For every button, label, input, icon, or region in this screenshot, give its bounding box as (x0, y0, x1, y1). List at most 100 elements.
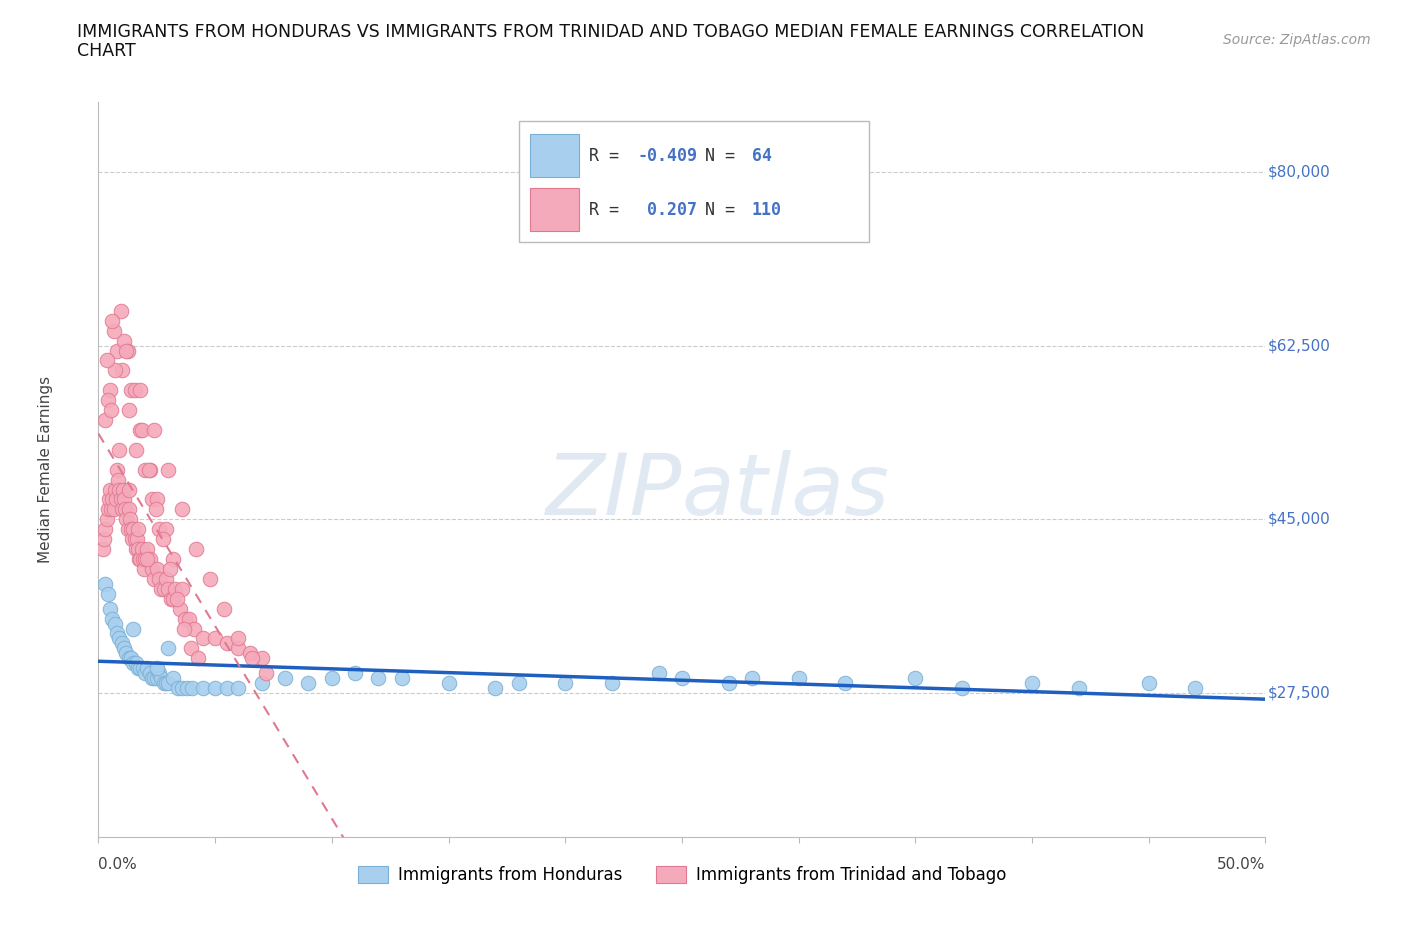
Point (1067, 681, 1090, 696)
Point (297, 676, 319, 691)
Text: Source: ZipAtlas.com: Source: ZipAtlas.com (1223, 33, 1371, 46)
Point (120, 522, 142, 537)
Point (111, 363, 134, 378)
Point (242, 651, 264, 666)
Point (129, 661, 152, 676)
Point (172, 681, 194, 696)
Point (97, 586, 120, 601)
Text: N =: N = (706, 201, 745, 219)
Point (98, 383, 121, 398)
Point (118, 651, 141, 666)
Point (172, 502, 194, 517)
Point (108, 631, 131, 645)
Point (134, 666, 156, 681)
FancyBboxPatch shape (519, 121, 869, 242)
Point (437, 676, 460, 691)
Point (391, 671, 413, 685)
Text: 64: 64 (752, 147, 772, 165)
Point (146, 492, 169, 507)
Point (204, 681, 226, 696)
Point (647, 666, 669, 681)
Text: IMMIGRANTS FROM HONDURAS VS IMMIGRANTS FROM TRINIDAD AND TOBAGO MEDIAN FEMALE EA: IMMIGRANTS FROM HONDURAS VS IMMIGRANTS F… (77, 23, 1144, 41)
Point (120, 383, 142, 398)
Point (91, 541, 114, 556)
Point (228, 681, 250, 696)
Point (256, 666, 278, 681)
Point (148, 522, 170, 537)
Point (98, 482, 121, 497)
Point (173, 621, 195, 636)
Point (110, 492, 132, 507)
Text: 0.0%: 0.0% (98, 857, 138, 871)
Point (138, 462, 160, 477)
Point (215, 681, 238, 696)
Point (101, 611, 124, 626)
Point (118, 482, 141, 497)
Point (250, 676, 273, 691)
Point (94, 522, 117, 537)
Point (132, 551, 155, 566)
Point (134, 551, 156, 566)
Point (141, 492, 163, 507)
Point (104, 363, 127, 378)
Point (200, 571, 222, 586)
Point (108, 482, 131, 497)
Point (127, 661, 149, 676)
Point (128, 551, 150, 566)
Point (97, 502, 120, 517)
Point (367, 671, 389, 685)
Point (107, 472, 129, 487)
Point (93, 532, 115, 547)
Text: $80,000: $80,000 (1268, 165, 1330, 179)
Point (165, 581, 187, 596)
Point (671, 671, 693, 685)
Point (112, 641, 135, 656)
Point (155, 676, 177, 691)
Point (141, 671, 163, 685)
Point (125, 541, 148, 556)
Point (104, 492, 127, 507)
Point (193, 631, 215, 645)
Point (111, 636, 134, 651)
Point (118, 403, 141, 418)
Point (155, 571, 177, 586)
Point (112, 492, 135, 507)
Point (125, 656, 148, 671)
Point (180, 681, 202, 696)
Point (787, 671, 810, 685)
Point (96, 512, 118, 526)
Point (152, 676, 174, 691)
Point (150, 581, 173, 596)
Point (157, 581, 180, 596)
Point (141, 562, 163, 577)
Point (176, 681, 198, 696)
Point (125, 443, 148, 458)
Point (145, 502, 167, 517)
Point (173, 611, 195, 626)
Point (115, 646, 138, 661)
Point (152, 532, 174, 547)
Point (344, 666, 367, 681)
Point (139, 666, 162, 681)
FancyBboxPatch shape (530, 188, 579, 231)
Point (1184, 681, 1206, 696)
Point (148, 666, 170, 681)
Point (143, 422, 166, 437)
Point (94, 577, 117, 591)
Point (834, 676, 856, 691)
Point (129, 422, 152, 437)
Point (115, 343, 138, 358)
Point (508, 676, 530, 691)
Point (124, 532, 146, 547)
Point (179, 611, 201, 626)
Point (904, 671, 927, 685)
Point (157, 462, 180, 477)
Point (127, 522, 149, 537)
Point (136, 551, 159, 566)
Point (166, 591, 188, 606)
FancyBboxPatch shape (530, 134, 579, 178)
Point (121, 532, 143, 547)
Text: $62,500: $62,500 (1268, 338, 1330, 353)
Text: R =: R = (589, 201, 638, 219)
Point (741, 671, 763, 685)
